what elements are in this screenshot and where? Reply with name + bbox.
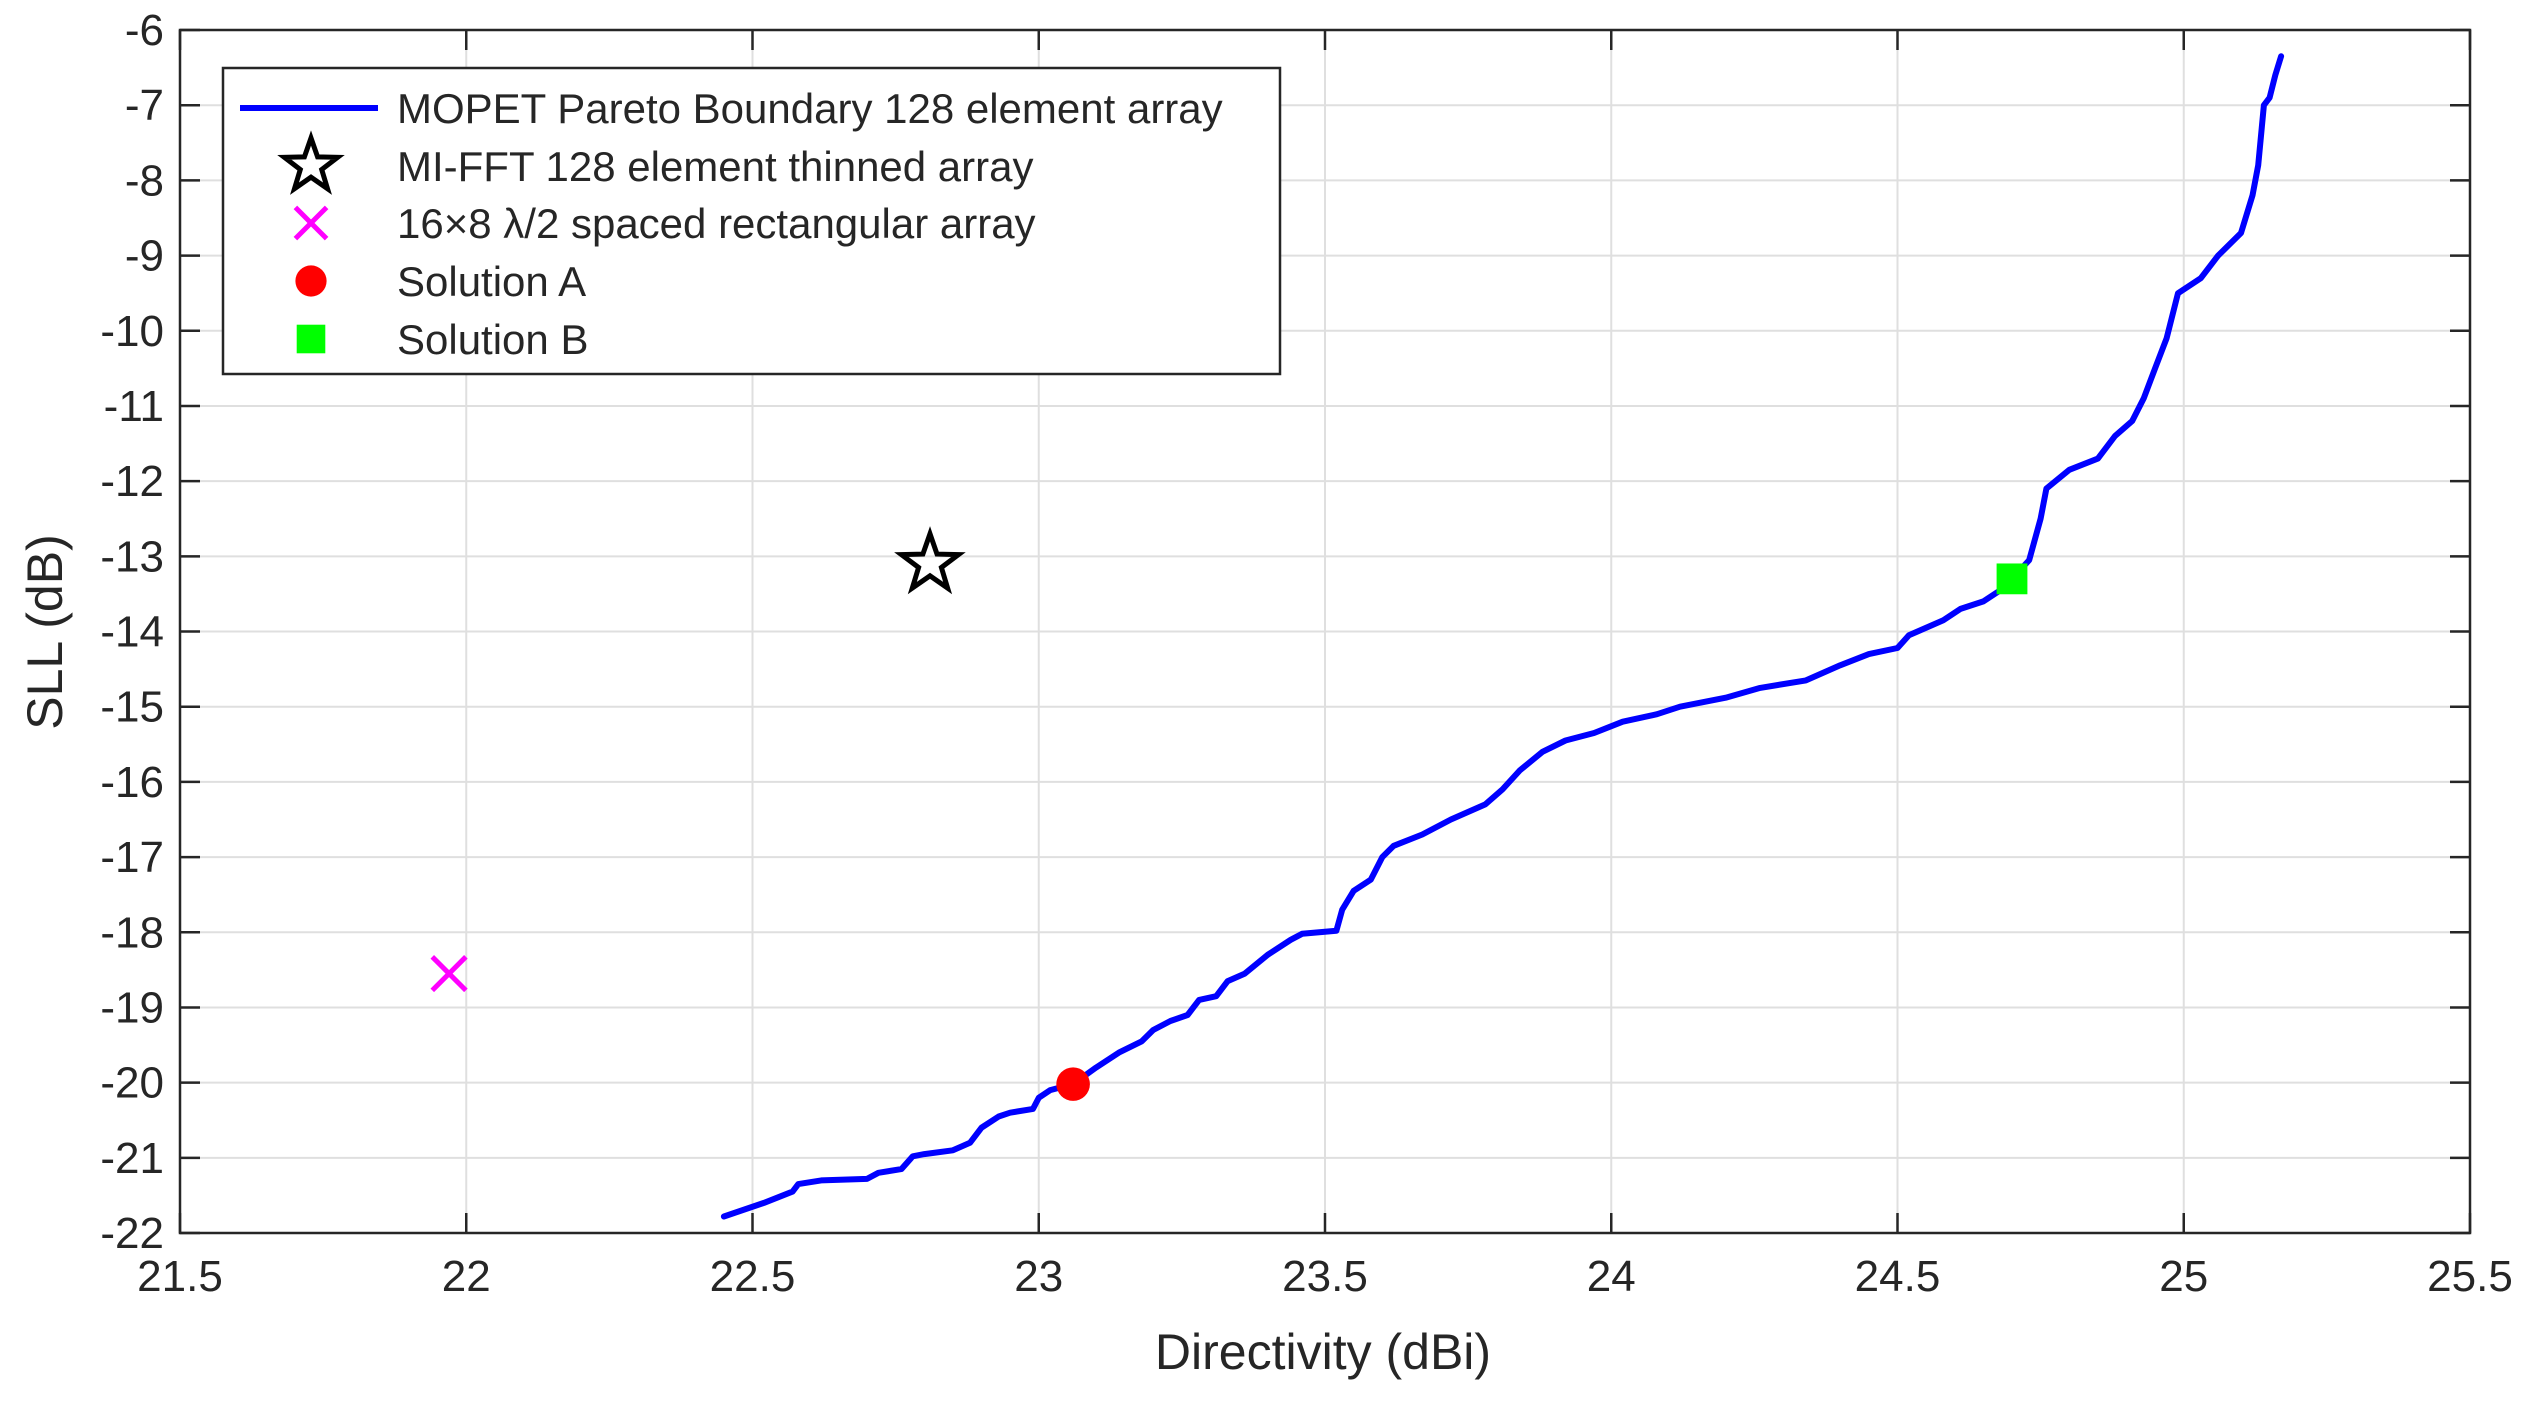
legend-entry: MI-FFT 128 element thinned array [277,130,1034,195]
x-tick-label: 25.5 [2427,1252,2513,1301]
x-marker-stroke [293,205,329,241]
y-tick-label: -13 [100,532,164,581]
legend-entry: MOPET Pareto Boundary 128 element array [240,85,1223,132]
legend-entry: Solution A [295,258,586,305]
y-tick-label: -14 [100,608,164,657]
y-tick-label: -6 [125,6,164,55]
legend-marker-swatch [295,265,327,297]
y-tick-label: -15 [100,683,164,732]
y-tick-label: -11 [104,382,164,431]
legend-label: Solution B [397,316,588,363]
legend-marker-swatch [296,324,326,354]
x-marker-stroke [430,955,468,993]
x-tick-label: 24.5 [1855,1252,1941,1301]
y-tick-label: -21 [100,1134,164,1183]
x-tick-label: 23.5 [1282,1252,1368,1301]
y-tick-label: -9 [125,232,164,281]
y-tick-label: -17 [100,833,164,882]
legend-label: Solution A [397,258,586,305]
y-tick-label: -7 [125,81,164,130]
solution-b-point [1996,563,2028,595]
x-tick-label: 22 [442,1252,491,1301]
mi-fft-star-point [894,526,966,595]
y-tick-label: -10 [100,307,164,356]
y-tick-label: -8 [125,156,164,205]
x-tick-label: 24 [1587,1252,1636,1301]
legend-label: MI-FFT 128 element thinned array [397,143,1034,190]
plot-area [430,53,2285,1220]
rectangular-array-point [430,955,468,993]
y-tick-label: -18 [100,908,164,957]
x-tick-label: 23 [1014,1252,1063,1301]
legend: MOPET Pareto Boundary 128 element array M… [221,66,1282,376]
legend-entry: Solution B [296,316,588,363]
legend-box [221,66,1282,376]
legend-label: MOPET Pareto Boundary 128 element array [397,85,1223,132]
x-tick-label: 21.5 [137,1252,223,1301]
y-tick-label: -20 [100,1059,164,1108]
y-tick-label: -16 [100,758,164,807]
axes: 21.5 22 22.5 23 23.5 24 24.5 25 25.5 -22 -21 -20 -19… [100,6,2512,1301]
x-axis-label: Directivity (dBi) [1155,1324,1491,1380]
pareto-boundary-line [720,53,2285,1220]
legend-marker-swatch [277,130,345,195]
legend-entry: 16×8 λ/2 spaced rectangular array [293,200,1036,247]
y-tick-label: -12 [100,457,164,506]
solution-a-point [1056,1067,1090,1101]
y-axis-label: SLL (dB) [17,534,73,729]
y-tick-label: -19 [100,983,164,1032]
legend-marker-swatch [293,205,329,241]
x-tick-label: 22.5 [710,1252,796,1301]
y-tick-label: -22 [100,1209,164,1258]
legend-label: 16×8 λ/2 spaced rectangular array [397,200,1036,247]
x-tick-label: 25 [2159,1252,2208,1301]
